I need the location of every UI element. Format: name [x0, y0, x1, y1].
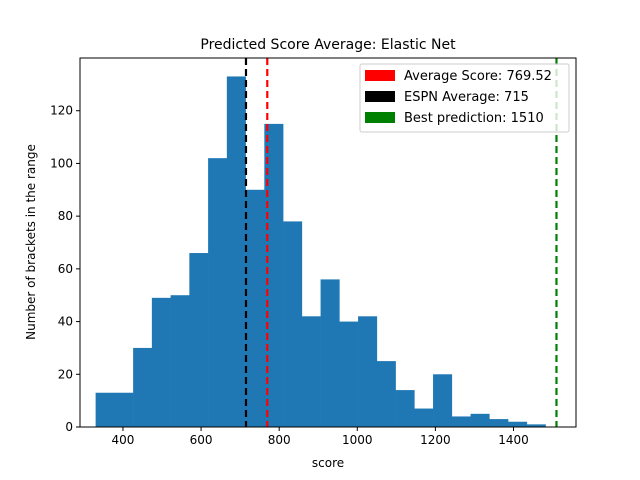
plot-frame: [79, 57, 577, 428]
histogram-bar: [433, 374, 453, 427]
histogram-bar: [283, 221, 303, 427]
espn-average-legend-label: ESPN Average: 715: [404, 90, 529, 105]
histogram-bar: [358, 316, 378, 427]
y-tick-label: 120: [50, 104, 73, 118]
bars-group: [95, 76, 546, 428]
histogram-bar: [264, 123, 284, 428]
histogram-bar: [320, 279, 340, 427]
y-axis-label: Number of brackets in the range: [24, 144, 38, 340]
histogram-bar: [114, 392, 134, 427]
legend: Average Score: 769.52 ESPN Average: 715 Be…: [359, 63, 570, 133]
histogram-bar: [339, 321, 359, 427]
y-tick-label: 100: [50, 156, 73, 170]
y-tick-label: 20: [58, 367, 73, 381]
espn-average-legend-swatch: [365, 91, 395, 102]
x-tick-label: 800: [268, 433, 291, 447]
x-tick-label: 1400: [498, 433, 529, 447]
histogram-bar: [226, 76, 246, 427]
y-tick-label: 60: [58, 262, 73, 276]
x-ticks: 400 600 800 1000 1200 1400: [112, 427, 529, 447]
legend-box: [359, 63, 570, 133]
y-tick-label: 0: [65, 420, 73, 434]
histogram-bar: [189, 253, 209, 427]
histogram-bar: [470, 413, 490, 427]
histogram-bar: [151, 297, 171, 427]
x-axis-label: score: [312, 456, 344, 470]
axes-group: [79, 57, 577, 428]
chart-title: Predicted Score Average: Elastic Net: [200, 37, 456, 53]
y-tick-label: 40: [58, 315, 73, 329]
histogram-bar: [489, 419, 509, 427]
histogram-bar: [451, 416, 471, 427]
histogram-bar: [245, 189, 265, 427]
x-tick-label: 1200: [420, 433, 451, 447]
y-tick-label: 80: [58, 209, 73, 223]
histogram-bar: [133, 347, 153, 427]
y-ticks: 0 20 40 60 80 100 120: [50, 104, 80, 434]
histogram-bar: [376, 361, 396, 427]
x-tick-label: 400: [112, 433, 135, 447]
best-prediction-legend-swatch: [365, 112, 395, 123]
histogram-bar: [170, 295, 190, 427]
best-prediction-legend-label: Best prediction: 1510: [404, 111, 544, 126]
histogram-bar: [301, 316, 321, 427]
histogram-bar: [526, 424, 546, 427]
histogram-bar: [395, 390, 415, 427]
x-tick-label: 1000: [342, 433, 373, 447]
x-tick-label: 600: [190, 433, 213, 447]
average-score-legend-swatch: [365, 70, 395, 81]
histogram-bar: [508, 421, 528, 427]
average-score-legend-label: Average Score: 769.52: [404, 69, 552, 84]
histogram-bar: [95, 392, 115, 427]
histogram-bar: [414, 408, 434, 427]
histogram-bar: [208, 158, 228, 427]
